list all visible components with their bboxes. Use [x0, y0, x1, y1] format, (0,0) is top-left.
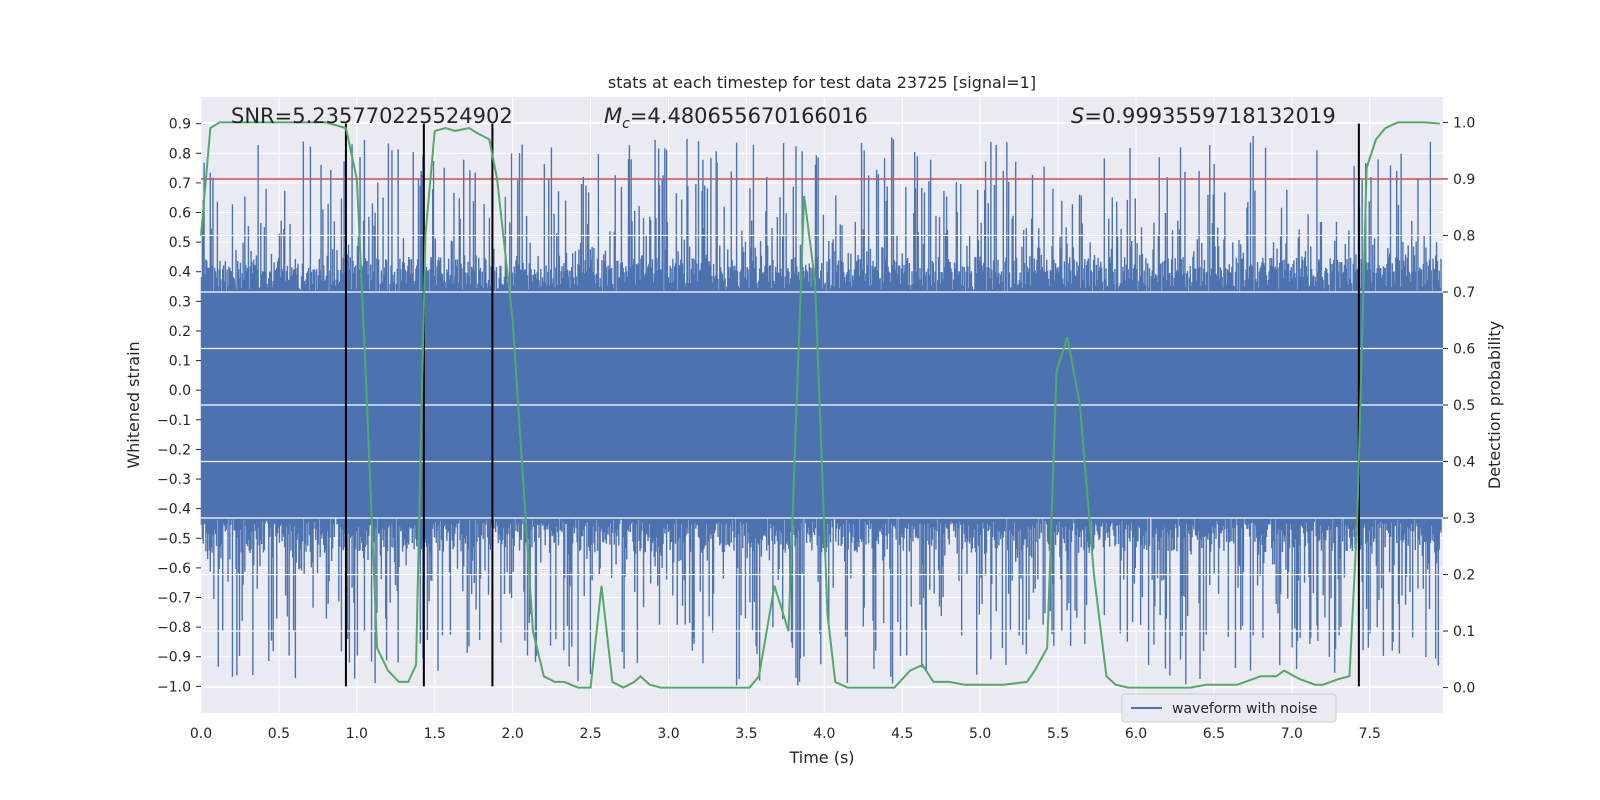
y-left-tick-label: −0.3 — [157, 472, 191, 488]
y-right-tick-label: 0.7 — [1453, 285, 1475, 301]
vertical-markers — [344, 123, 1360, 687]
y-left-tick-label: 0.4 — [169, 265, 191, 281]
x-tick-label: 0.0 — [190, 726, 212, 742]
probability-line — [200, 121, 1440, 689]
y-left-tick-label: −0.8 — [157, 620, 191, 636]
y-right-tick-label: 0.0 — [1453, 681, 1475, 697]
probability-series — [200, 121, 1440, 689]
x-tick-label: 6.0 — [1125, 726, 1147, 742]
y-left-tick-label: −1.0 — [157, 679, 191, 695]
x-tick-label: 5.0 — [969, 726, 991, 742]
mc-annotation: Mc=4.480655670166016 — [604, 104, 868, 132]
y-right-tick-label: 0.3 — [1453, 511, 1475, 527]
x-tick-label: 1.0 — [346, 726, 368, 742]
y-left-tick-label: 0.9 — [169, 117, 191, 133]
y-left-tick-label: 0.7 — [169, 176, 191, 192]
y-left-tick-label: −0.9 — [157, 650, 191, 666]
x-tick-label: 3.0 — [657, 726, 679, 742]
y-left-tick-label: 0.6 — [169, 206, 191, 222]
s-symbol: S — [1071, 104, 1084, 128]
y-left-tick-label: −0.2 — [157, 442, 191, 458]
y-left-tick-label: −0.5 — [157, 531, 191, 547]
x-axis-label: Time (s) — [788, 748, 854, 767]
mc-symbol: M — [604, 104, 622, 128]
y-right-axis-ticks: 1.0 0.9 0.8 0.7 0.6 0.5 0.4 0.3 0.2 0.1 0.0 — [1443, 115, 1475, 697]
x-tick-label: 4.0 — [813, 726, 835, 742]
y-left-axis-ticks: 0.9 0.8 0.7 0.6 0.5 0.4 0.3 0.2 0.1 0.0 −0.1 −0.2 −0… — [157, 117, 201, 695]
x-tick-label: 6.5 — [1203, 726, 1225, 742]
y-left-axis-label: Whitened strain — [124, 341, 143, 468]
legend-label: waveform with noise — [1172, 701, 1317, 717]
y-left-tick-label: 0.1 — [169, 354, 191, 370]
x-tick-label: 5.5 — [1047, 726, 1069, 742]
y-left-tick-label: −0.6 — [157, 561, 191, 577]
snr-annotation: SNR=5.235770225524902 — [231, 104, 513, 128]
y-right-tick-label: 1.0 — [1453, 115, 1475, 131]
y-right-tick-label: 0.9 — [1453, 172, 1475, 188]
x-tick-label: 7.0 — [1281, 726, 1303, 742]
x-tick-label: 4.5 — [891, 726, 913, 742]
legend-box — [1121, 693, 1337, 723]
y-right-tick-label: 0.1 — [1453, 624, 1475, 640]
y-left-tick-label: 0.3 — [169, 294, 191, 310]
y-left-tick-label: 0.2 — [169, 324, 191, 340]
y-left-tick-label: −0.1 — [157, 413, 191, 429]
y-right-tick-label: 0.8 — [1453, 228, 1475, 244]
x-tick-label: 2.5 — [579, 726, 601, 742]
y-left-tick-label: −0.4 — [157, 502, 191, 518]
y-left-tick-label: −0.7 — [157, 591, 191, 607]
chart-title: stats at each timestep for test data 237… — [608, 73, 1036, 92]
y-right-tick-label: 0.2 — [1453, 568, 1475, 584]
x-tick-label: 1.5 — [424, 726, 446, 742]
y-right-axis-label: Detection probability — [1485, 321, 1504, 489]
mc-subscript: c — [622, 116, 630, 132]
x-tick-label: 0.5 — [268, 726, 290, 742]
y-left-tick-label: 0.5 — [169, 235, 191, 251]
y-right-tick-label: 0.4 — [1453, 455, 1475, 471]
s-annotation: S=0.9993559718132019 — [1071, 104, 1336, 128]
x-tick-label: 3.5 — [735, 726, 757, 742]
mc-value: =4.480655670166016 — [630, 104, 868, 128]
legend: waveform with noise — [1121, 693, 1337, 723]
x-tick-label: 7.5 — [1359, 726, 1381, 742]
y-left-tick-label: 0.0 — [169, 383, 191, 399]
y-left-tick-label: 0.8 — [169, 146, 191, 162]
y-right-tick-label: 0.6 — [1453, 341, 1475, 357]
x-tick-label: 2.0 — [502, 726, 524, 742]
s-value: =0.9993559718132019 — [1084, 104, 1335, 128]
x-axis-ticks: 0.0 0.5 1.0 1.5 2.0 2.5 3.0 3.5 4.0 4.5 5.0 5.5 6.0 6… — [190, 726, 1381, 742]
y-right-tick-label: 0.5 — [1453, 398, 1475, 414]
